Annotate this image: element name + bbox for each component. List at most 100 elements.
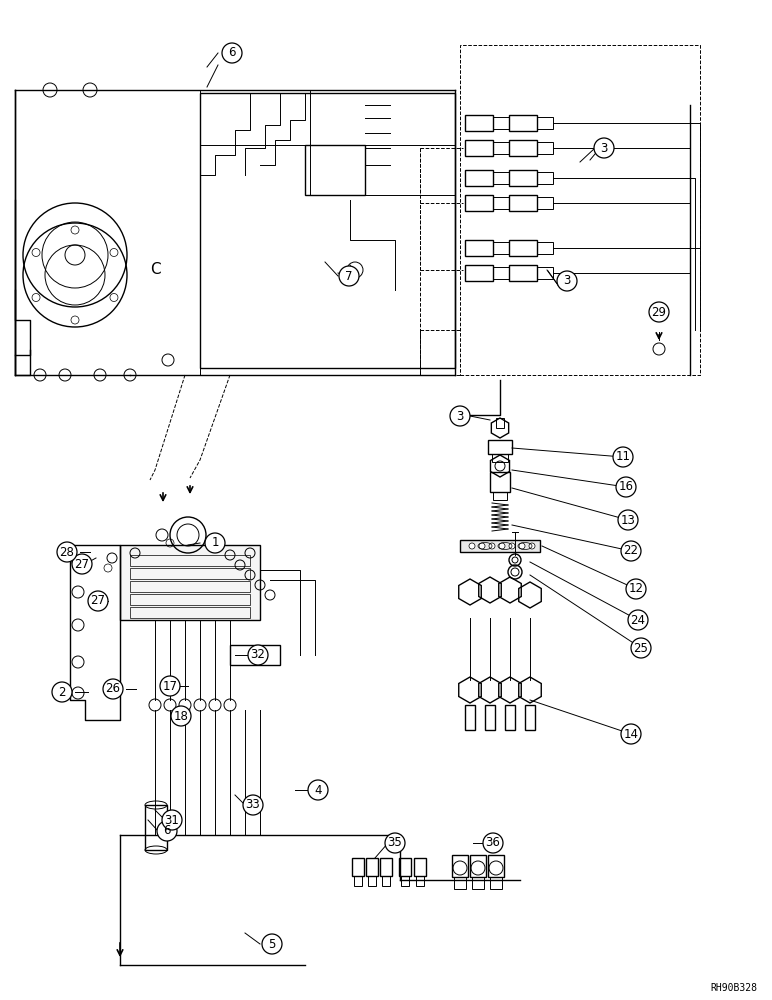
Circle shape — [243, 795, 263, 815]
Circle shape — [103, 679, 123, 699]
Bar — [525, 705, 535, 730]
Bar — [465, 140, 493, 156]
Bar — [537, 142, 553, 154]
Bar — [145, 805, 167, 850]
Bar — [465, 115, 493, 131]
Circle shape — [205, 533, 225, 553]
Bar — [509, 170, 537, 186]
Bar — [382, 876, 390, 886]
Circle shape — [262, 934, 282, 954]
Circle shape — [519, 543, 525, 549]
Circle shape — [628, 610, 648, 630]
Text: 6: 6 — [163, 824, 171, 838]
Circle shape — [594, 138, 614, 158]
Bar — [465, 195, 493, 211]
Bar — [509, 265, 537, 281]
Bar — [493, 172, 509, 184]
Bar — [416, 876, 424, 886]
Text: 6: 6 — [229, 46, 235, 60]
Bar — [537, 197, 553, 209]
Circle shape — [450, 406, 470, 426]
Text: 27: 27 — [75, 558, 90, 570]
Text: 29: 29 — [652, 306, 666, 318]
Circle shape — [489, 543, 495, 549]
Text: 24: 24 — [631, 613, 645, 626]
Circle shape — [162, 810, 182, 830]
Text: 36: 36 — [486, 836, 500, 850]
Text: 22: 22 — [624, 544, 638, 558]
Circle shape — [160, 676, 180, 696]
Bar — [460, 45, 700, 375]
Text: 4: 4 — [314, 784, 322, 796]
Circle shape — [469, 543, 475, 549]
Circle shape — [529, 543, 535, 549]
Bar — [465, 265, 493, 281]
Bar — [493, 117, 509, 129]
Circle shape — [483, 833, 503, 853]
Bar — [366, 858, 378, 876]
Bar — [452, 855, 468, 877]
Circle shape — [479, 543, 485, 549]
Bar — [537, 242, 553, 254]
Text: 12: 12 — [628, 582, 644, 595]
Circle shape — [621, 541, 641, 561]
Bar — [130, 568, 250, 579]
Bar — [509, 240, 537, 256]
Circle shape — [52, 682, 72, 702]
Bar — [465, 170, 493, 186]
Text: 35: 35 — [388, 836, 402, 850]
Bar — [493, 197, 509, 209]
Bar — [380, 858, 392, 876]
Text: 5: 5 — [269, 938, 276, 950]
Bar — [399, 858, 411, 876]
Circle shape — [385, 833, 405, 853]
Bar — [230, 645, 280, 665]
Text: 3: 3 — [564, 274, 571, 288]
Circle shape — [499, 543, 505, 549]
Circle shape — [222, 43, 242, 63]
Circle shape — [618, 510, 638, 530]
Bar — [493, 142, 509, 154]
Bar — [496, 418, 504, 428]
Bar — [401, 876, 409, 886]
Text: 28: 28 — [59, 546, 74, 558]
Text: 31: 31 — [164, 814, 179, 826]
Bar — [352, 858, 364, 876]
Text: 17: 17 — [162, 680, 178, 692]
Circle shape — [557, 271, 577, 291]
Bar — [465, 705, 475, 730]
Circle shape — [649, 302, 669, 322]
Text: 11: 11 — [615, 450, 631, 464]
Text: 1: 1 — [212, 536, 218, 550]
Bar — [485, 705, 495, 730]
Circle shape — [613, 447, 633, 467]
Text: 25: 25 — [634, 642, 648, 654]
Bar — [509, 140, 537, 156]
Bar — [130, 607, 250, 618]
Bar — [492, 454, 508, 462]
Circle shape — [616, 477, 636, 497]
Text: 32: 32 — [251, 648, 266, 662]
Bar — [537, 267, 553, 279]
Bar — [472, 877, 484, 889]
Bar — [305, 145, 365, 195]
Bar — [460, 540, 540, 552]
Text: 13: 13 — [621, 514, 635, 526]
Text: 16: 16 — [618, 481, 634, 493]
Text: 33: 33 — [245, 798, 260, 812]
Bar — [505, 705, 515, 730]
Bar — [130, 555, 250, 566]
Circle shape — [308, 780, 328, 800]
Text: RH90B328: RH90B328 — [710, 983, 757, 993]
Bar — [368, 876, 376, 886]
Bar — [130, 581, 250, 592]
Text: 27: 27 — [90, 594, 106, 607]
Circle shape — [626, 579, 646, 599]
Circle shape — [171, 706, 191, 726]
Circle shape — [72, 554, 92, 574]
Bar — [493, 242, 509, 254]
Bar — [490, 877, 502, 889]
Text: C: C — [150, 262, 161, 277]
Text: 2: 2 — [58, 686, 66, 698]
Circle shape — [509, 543, 515, 549]
